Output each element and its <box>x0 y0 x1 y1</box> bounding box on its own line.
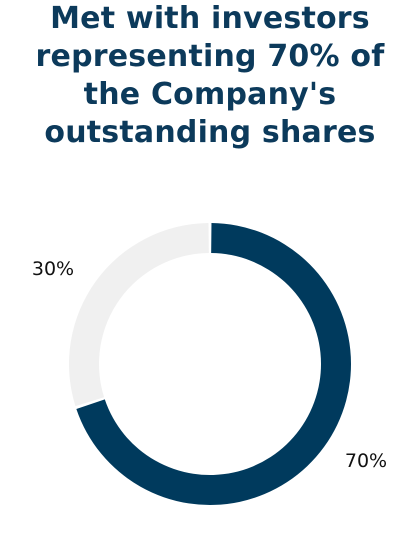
chart-title-line-4: outstanding shares <box>44 115 376 150</box>
slice-label-70: 70% <box>345 450 387 472</box>
donut-slices <box>69 223 351 505</box>
slice-label-30: 30% <box>32 258 74 280</box>
chart-title-line-3: the Company's <box>83 77 337 112</box>
donut-slice-30 <box>69 223 209 407</box>
chart-title-line-2: representing 70% of <box>35 39 385 74</box>
chart-title-line-1: Met with investors <box>50 1 370 36</box>
chart-title: Met with investors representing 70% of t… <box>0 0 420 152</box>
